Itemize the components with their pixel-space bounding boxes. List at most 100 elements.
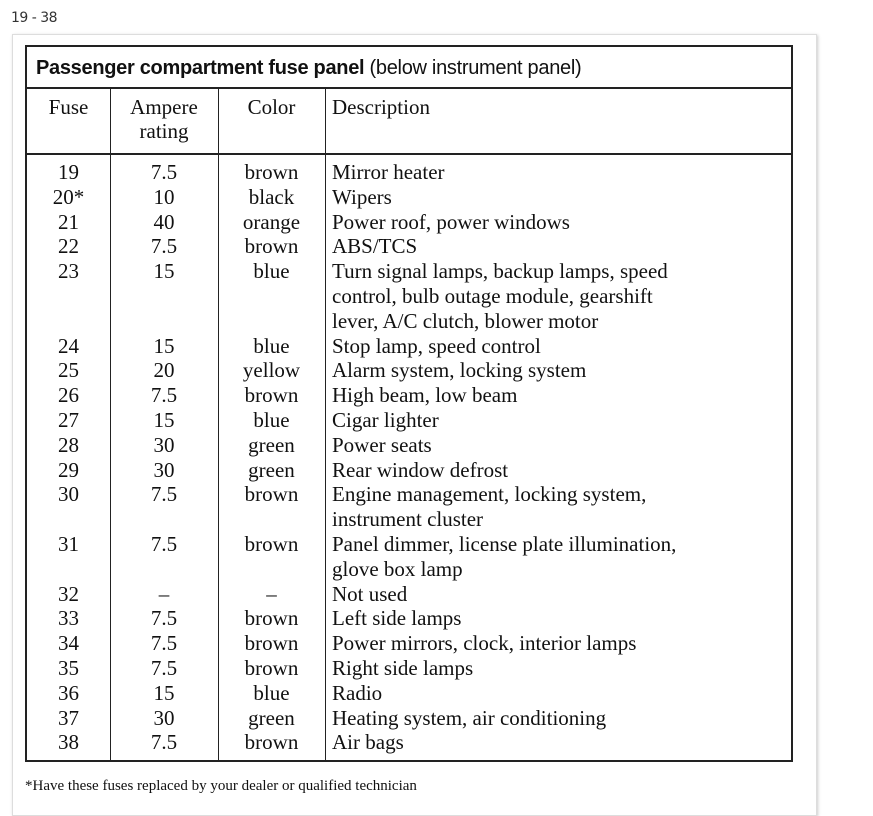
table-row: 20* 10 black Wipers [27, 185, 791, 210]
description-cell: Left side lamps [325, 606, 791, 631]
description-line: instrument cluster [332, 507, 484, 532]
color-cell: green [248, 705, 295, 730]
fuse-cell: 24 [58, 333, 79, 358]
table-title-rest: (below instrument panel) [364, 57, 582, 79]
description-cell: High beam, low beam [325, 383, 791, 408]
description-cell: Heating system, air conditioning [325, 706, 791, 731]
description-line: Turn signal lamps, backup lamps, speed [332, 259, 668, 284]
description-cell: Power mirrors, clock, interior lamps [325, 631, 791, 656]
footnote: *Have these fuses replaced by your deale… [25, 778, 417, 794]
description-line: Power mirrors, clock, interior lamps [332, 631, 637, 656]
table-row: 29 30 green Rear window defrost [27, 458, 791, 483]
table-row: 35 7.5 brown Right side lamps [27, 656, 791, 681]
ampere-cell: 15 [153, 680, 175, 705]
color-cell: brown [244, 160, 299, 184]
description-line: Power roof, power windows [332, 209, 570, 234]
ampere-cell: 7.5 [150, 655, 178, 680]
description-line: Rear window defrost [332, 457, 509, 482]
column-divider [218, 89, 219, 760]
table-row: 24 15 blue Stop lamp, speed control [27, 334, 791, 359]
ampere-cell: 30 [153, 457, 175, 482]
description-cell: Radio [325, 681, 791, 706]
color-cell: orange [242, 209, 301, 234]
color-cell: brown [244, 482, 299, 507]
ampere-cell: 15 [153, 407, 175, 432]
table-row: 27 15 blue Cigar lighter [27, 408, 791, 433]
fuse-cell: 25 [58, 358, 79, 383]
header-ampere-line1: Ampere [130, 95, 198, 119]
color-cell: blue [253, 259, 290, 284]
description-cell: Turn signal lamps, backup lamps, speed co… [325, 259, 791, 333]
description-line: Alarm system, locking system [332, 358, 587, 383]
description-line: Engine management, locking system, [332, 482, 647, 507]
color-cell: green [248, 432, 295, 457]
color-cell: brown [244, 383, 299, 408]
header-description: Description [332, 95, 430, 119]
column-divider [325, 89, 326, 760]
table-row: 36 15 blue Radio [27, 681, 791, 706]
ampere-cell: 30 [153, 432, 175, 457]
description-line: Panel dimmer, license plate illumination… [332, 531, 677, 556]
table-row: 28 30 green Power seats [27, 433, 791, 458]
description-cell: Mirror heater [325, 160, 791, 185]
color-cell: green [248, 457, 295, 482]
description-line: Air bags [332, 730, 404, 755]
description-line: lever, A/C clutch, blower motor [332, 308, 599, 333]
description-cell: Air bags [325, 730, 791, 755]
ampere-cell: 7.5 [150, 730, 178, 755]
description-line: Radio [332, 680, 383, 705]
ampere-cell: 20 [153, 358, 175, 383]
ampere-cell: 15 [153, 259, 175, 284]
fuse-cell: 35 [58, 655, 79, 680]
description-cell: Panel dimmer, license plate illumination… [325, 532, 791, 582]
table-row: 37 30 green Heating system, air conditionin… [27, 706, 791, 731]
ampere-cell: 7.5 [150, 531, 178, 556]
table-body: 19 7.5 brown Mirror heater 20* 10 black Wipers 2… [27, 160, 791, 755]
color-cell: blue [253, 407, 290, 432]
description-line: High beam, low beam [332, 383, 518, 408]
color-cell: brown [244, 234, 299, 259]
fuse-cell: 27 [58, 407, 79, 432]
description-line: Cigar lighter [332, 407, 439, 432]
fuse-cell: 30 [58, 482, 79, 507]
description-cell: Rear window defrost [325, 458, 791, 483]
color-cell: blue [253, 680, 290, 705]
color-cell: – [266, 581, 277, 606]
fuse-cell: 32 [58, 581, 79, 606]
color-cell: brown [244, 730, 299, 755]
color-cell: brown [244, 631, 299, 656]
header-ampere: Ampere rating [110, 95, 218, 143]
ampere-cell: 7.5 [150, 631, 178, 656]
ampere-cell: 7.5 [150, 160, 178, 184]
description-line: Mirror heater [332, 160, 445, 184]
page-label: 19 - 38 [11, 10, 58, 26]
description-line: Left side lamps [332, 606, 462, 631]
color-cell: yellow [242, 358, 301, 383]
fuse-cell: 21 [58, 209, 79, 234]
header-ampere-line2: rating [139, 119, 189, 143]
table-row: 25 20 yellow Alarm system, locking system [27, 358, 791, 383]
table-row: 34 7.5 brown Power mirrors, clock, interior… [27, 631, 791, 656]
ampere-cell: 7.5 [150, 482, 178, 507]
fuse-cell: 29 [58, 457, 79, 482]
ampere-cell: 7.5 [150, 234, 178, 259]
table-title: Passenger compartment fuse panel (below … [27, 47, 791, 89]
color-cell: brown [244, 655, 299, 680]
fuse-cell: 19 [58, 160, 79, 184]
fuse-cell: 31 [58, 531, 79, 556]
description-line: Power seats [332, 432, 432, 457]
ampere-cell: 10 [153, 184, 175, 209]
description-line: Not used [332, 581, 408, 606]
fuse-cell: 38 [58, 730, 79, 755]
fuse-cell: 22 [58, 234, 79, 259]
description-cell: Power roof, power windows [325, 210, 791, 235]
table-row: 33 7.5 brown Left side lamps [27, 606, 791, 631]
table-row: 22 7.5 brown ABS/TCS [27, 234, 791, 259]
description-cell: Wipers [325, 185, 791, 210]
table-row: 26 7.5 brown High beam, low beam [27, 383, 791, 408]
table-row: 21 40 orange Power roof, power windows [27, 210, 791, 235]
ampere-cell: 7.5 [150, 606, 178, 631]
table-header: Fuse Ampere rating Color Description [27, 89, 791, 155]
ampere-cell: 15 [153, 333, 175, 358]
fuse-cell: 28 [58, 432, 79, 457]
